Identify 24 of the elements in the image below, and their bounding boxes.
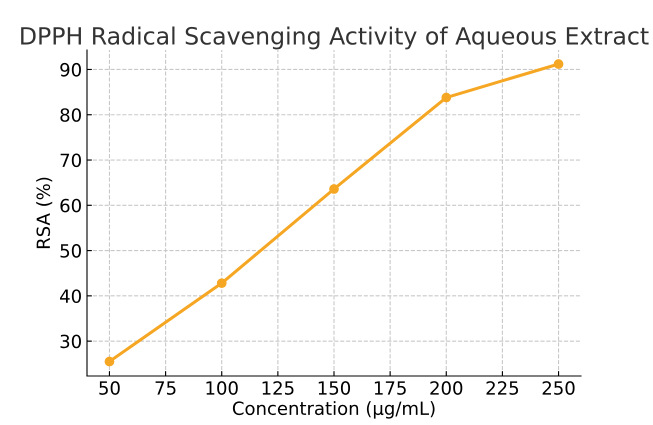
chart-title: DPPH Radical Scavenging Activity of Aqueous Extract — [21, 26, 649, 50]
x-tick-label: 100 — [206, 381, 238, 395]
point — [329, 184, 339, 194]
point — [441, 92, 452, 102]
point — [216, 278, 227, 288]
x-tick-label: 50 — [99, 381, 120, 395]
x-tick-label: 75 — [156, 381, 176, 395]
y-tick-label: 40 — [60, 289, 81, 303]
x-tick-label: 125 — [262, 381, 294, 395]
y-tick-label: 70 — [60, 153, 81, 168]
y-axis-title: RSA (%) — [36, 178, 52, 248]
y-tick-label: 60 — [60, 198, 81, 212]
y-tick-label: 90 — [60, 62, 81, 77]
y-tick-label: 50 — [60, 244, 81, 258]
point — [104, 356, 114, 366]
x-axis-title: Concentration (µg/mL) — [232, 401, 435, 419]
x-tick-label: 150 — [318, 381, 350, 395]
y-tick-label: 80 — [60, 108, 81, 122]
y-tick-label: 30 — [60, 334, 81, 348]
x-tick-label: 225 — [486, 381, 518, 395]
point — [554, 59, 564, 69]
x-tick-label: 175 — [374, 381, 406, 395]
x-tick-label: 200 — [430, 381, 462, 395]
x-tick-label: 250 — [542, 381, 575, 395]
